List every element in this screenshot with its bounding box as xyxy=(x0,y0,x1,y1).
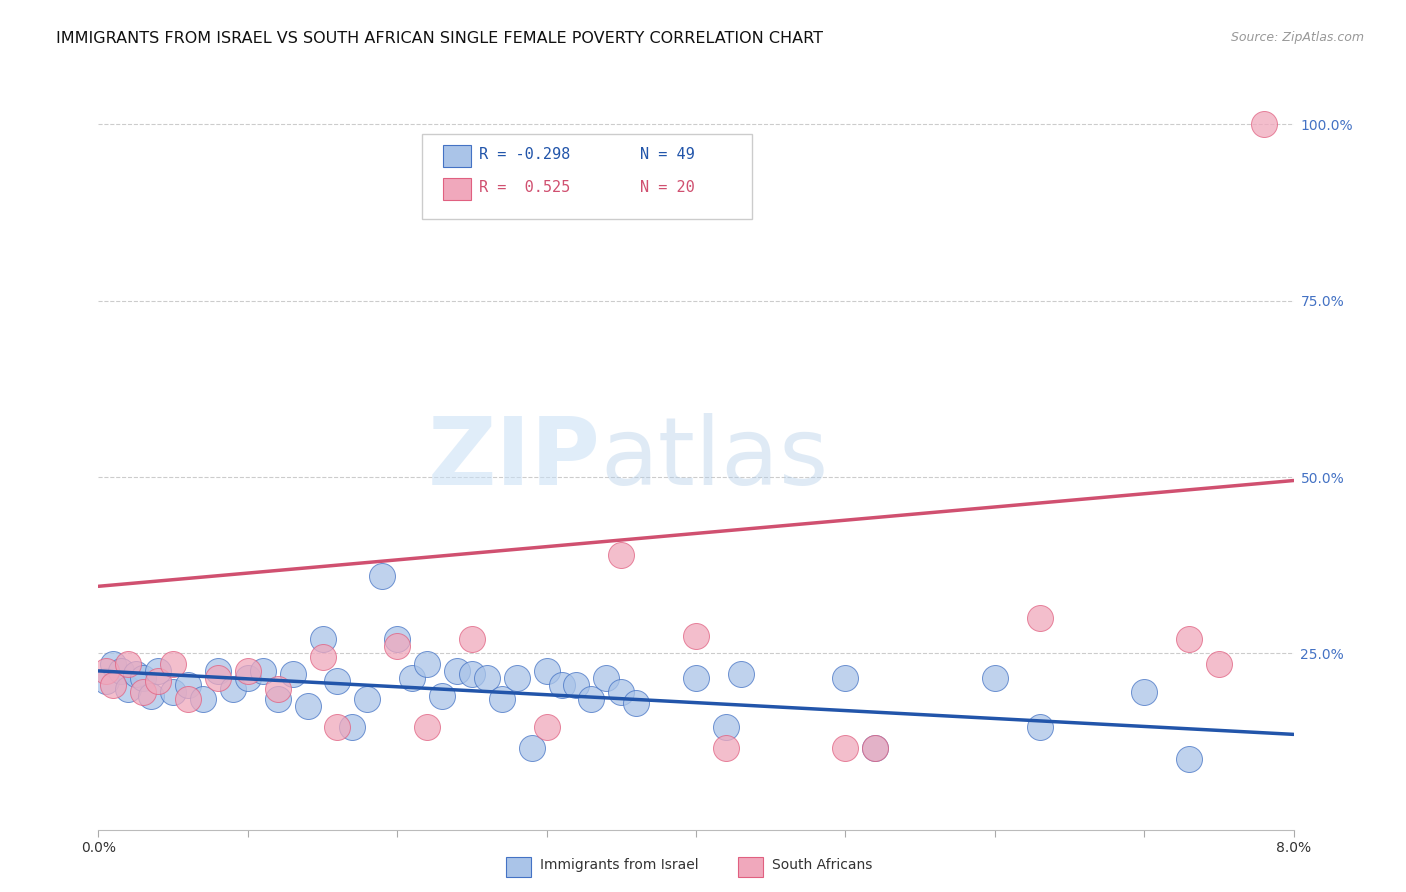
Point xyxy=(610,548,633,562)
Point xyxy=(281,667,304,681)
Text: Immigrants from Israel: Immigrants from Israel xyxy=(540,858,699,872)
Point xyxy=(610,685,633,699)
Point xyxy=(162,657,184,671)
Text: N = 20: N = 20 xyxy=(640,180,695,194)
Point xyxy=(491,692,513,706)
Point xyxy=(297,699,319,714)
Text: atlas: atlas xyxy=(600,413,828,506)
Point xyxy=(117,657,139,671)
Text: South Africans: South Africans xyxy=(772,858,872,872)
Point xyxy=(520,741,543,756)
Point xyxy=(177,678,200,692)
Point xyxy=(714,720,737,734)
Point xyxy=(1208,657,1230,671)
Text: R =  0.525: R = 0.525 xyxy=(479,180,571,194)
Point xyxy=(626,696,648,710)
Point xyxy=(1028,611,1050,625)
Point xyxy=(1178,752,1201,766)
Point xyxy=(267,681,290,696)
Point xyxy=(865,741,887,756)
Point xyxy=(416,720,439,734)
Point xyxy=(236,671,259,685)
Point xyxy=(565,678,588,692)
Point xyxy=(139,689,162,703)
Point xyxy=(110,664,132,678)
Point xyxy=(191,692,214,706)
Point xyxy=(416,657,439,671)
Point xyxy=(430,689,453,703)
Point xyxy=(356,692,378,706)
Point xyxy=(506,671,529,685)
Point xyxy=(371,568,394,582)
Point xyxy=(117,681,139,696)
Point xyxy=(148,674,170,689)
Point xyxy=(834,741,856,756)
Point xyxy=(536,664,558,678)
Point xyxy=(207,664,229,678)
Point xyxy=(1253,118,1275,132)
Point xyxy=(103,657,125,671)
Point xyxy=(1178,632,1201,647)
Point xyxy=(461,632,484,647)
Point xyxy=(311,649,333,664)
Point xyxy=(252,664,274,678)
Point xyxy=(236,664,259,678)
Point xyxy=(446,664,468,678)
Point xyxy=(177,692,200,706)
Point xyxy=(685,629,707,643)
Point xyxy=(94,674,117,689)
Text: Source: ZipAtlas.com: Source: ZipAtlas.com xyxy=(1230,31,1364,45)
Point xyxy=(222,681,245,696)
Point xyxy=(1133,685,1156,699)
Point xyxy=(162,685,184,699)
Point xyxy=(148,664,170,678)
Point xyxy=(132,671,155,685)
Point xyxy=(132,685,155,699)
Point xyxy=(94,664,117,678)
Point xyxy=(125,667,148,681)
Point xyxy=(385,632,409,647)
Point xyxy=(326,674,349,689)
Text: IMMIGRANTS FROM ISRAEL VS SOUTH AFRICAN SINGLE FEMALE POVERTY CORRELATION CHART: IMMIGRANTS FROM ISRAEL VS SOUTH AFRICAN … xyxy=(56,31,824,46)
Point xyxy=(207,671,229,685)
Point xyxy=(865,741,887,756)
Point xyxy=(461,667,484,681)
Point xyxy=(103,678,125,692)
Point xyxy=(581,692,603,706)
Point xyxy=(475,671,498,685)
Point xyxy=(385,639,409,653)
Point xyxy=(401,671,423,685)
Text: N = 49: N = 49 xyxy=(640,147,695,161)
Point xyxy=(311,632,333,647)
Point xyxy=(550,678,572,692)
Point xyxy=(1028,720,1050,734)
Point xyxy=(714,741,737,756)
Point xyxy=(595,671,617,685)
Point xyxy=(267,692,290,706)
Point xyxy=(342,720,364,734)
Point xyxy=(685,671,707,685)
Point xyxy=(834,671,856,685)
Text: R = -0.298: R = -0.298 xyxy=(479,147,571,161)
Text: ZIP: ZIP xyxy=(427,413,600,506)
Point xyxy=(984,671,1007,685)
Point xyxy=(730,667,752,681)
Point xyxy=(326,720,349,734)
Point xyxy=(536,720,558,734)
